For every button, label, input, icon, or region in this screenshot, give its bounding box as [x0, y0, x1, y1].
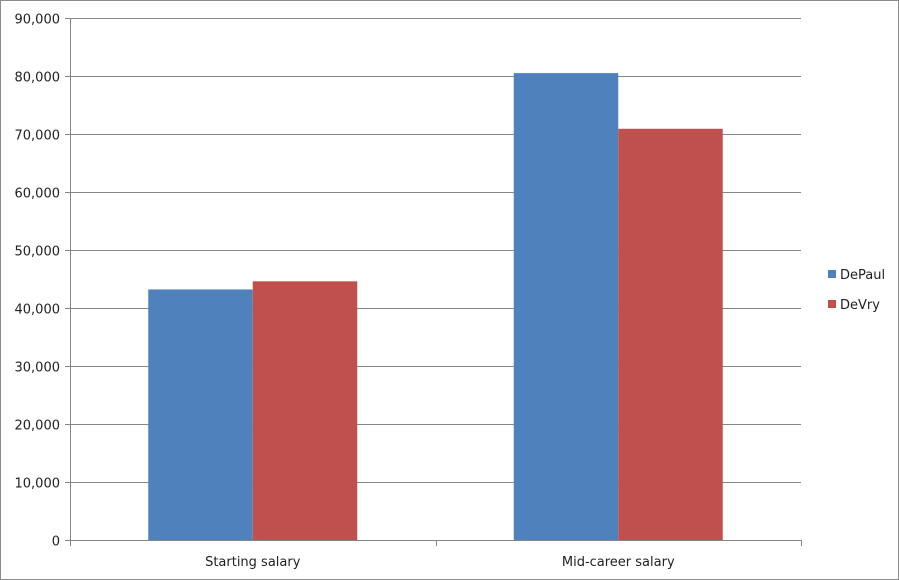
- y-tick-label: 70,000: [15, 129, 61, 144]
- bar-devry-mid-career: [618, 128, 723, 540]
- y-tick-label: 90,000: [15, 13, 61, 28]
- y-tick-label: 10,000: [15, 477, 61, 492]
- bar-depaul-starting: [148, 289, 253, 540]
- y-tick-label: 40,000: [15, 303, 61, 318]
- legend-swatch-devry: [828, 300, 836, 308]
- bar-depaul-mid-career: [513, 73, 619, 540]
- legend-label-depaul: DePaul: [840, 268, 885, 283]
- bars: [148, 73, 723, 540]
- x-category-label: Starting salary: [205, 555, 301, 570]
- y-tick-label: 60,000: [15, 187, 61, 202]
- x-category-label: Mid-career salary: [562, 555, 675, 570]
- legend-label-devry: DeVry: [840, 298, 880, 313]
- bar-devry-starting: [252, 281, 358, 540]
- legend-swatch-depaul: [828, 270, 836, 278]
- axes: [65, 18, 802, 546]
- y-tick-label: 0: [52, 535, 60, 550]
- legend: DePaul DeVry: [828, 268, 885, 313]
- y-tick-label: 30,000: [15, 361, 61, 376]
- y-tick-label: 80,000: [15, 71, 61, 86]
- y-tick-label: 50,000: [15, 245, 61, 260]
- x-category-labels: Starting salary Mid-career salary: [205, 555, 675, 570]
- y-tick-labels: 0 10,000 20,000 30,000 40,000 50,000 60,000 70,…: [15, 13, 61, 550]
- y-tick-label: 20,000: [15, 419, 61, 434]
